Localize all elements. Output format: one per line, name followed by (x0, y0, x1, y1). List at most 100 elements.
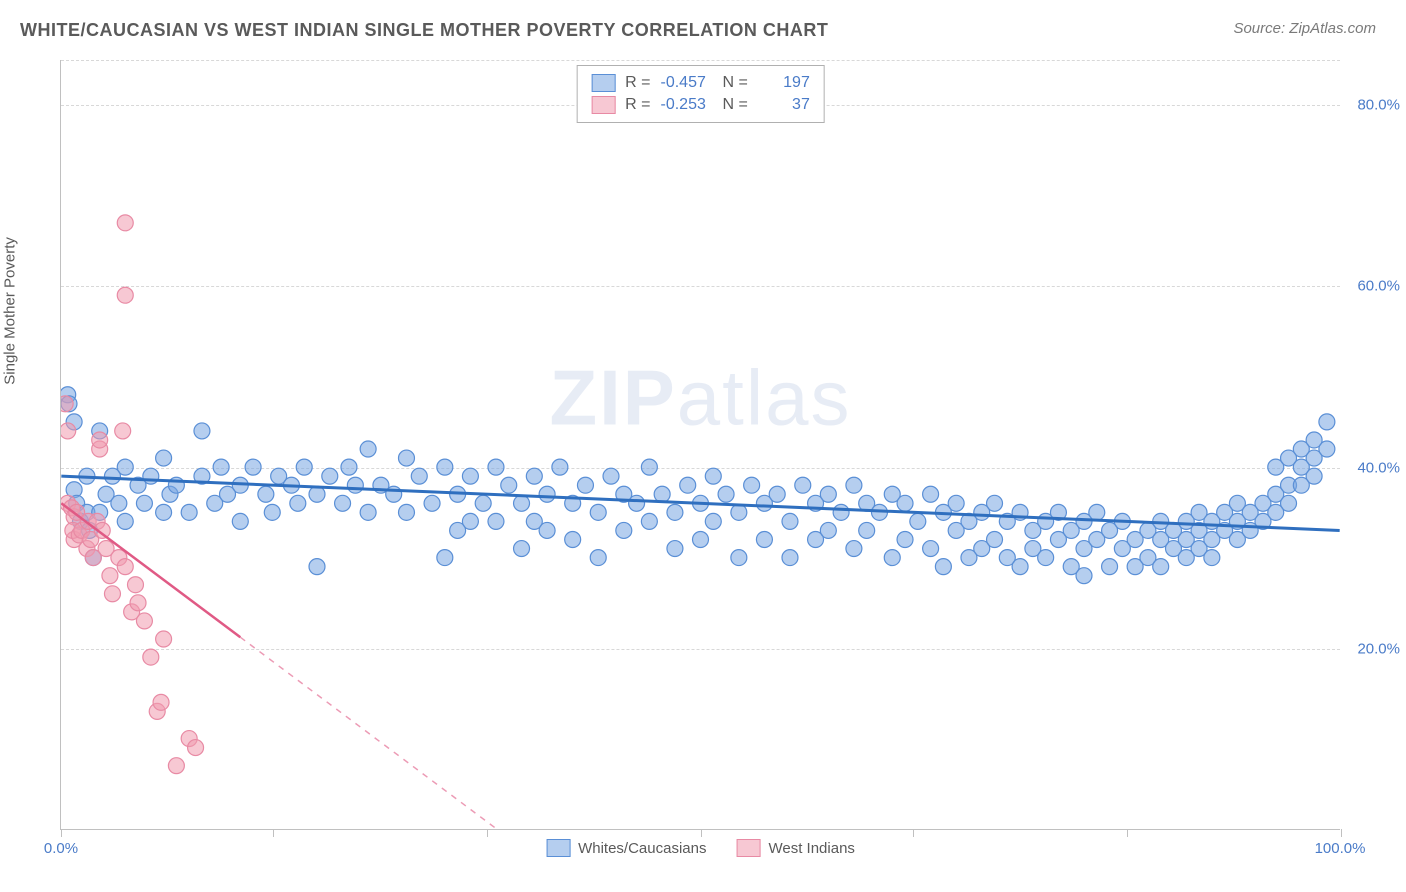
legend-swatch (591, 96, 615, 114)
data-point (795, 477, 811, 493)
data-point (820, 486, 836, 502)
legend-label: Whites/Caucasians (578, 840, 706, 857)
data-point (143, 468, 159, 484)
data-point (437, 459, 453, 475)
data-point (820, 522, 836, 538)
data-point (923, 486, 939, 502)
data-point (846, 477, 862, 493)
data-point (1102, 559, 1118, 575)
chart-header: WHITE/CAUCASIAN VS WEST INDIAN SINGLE MO… (0, 0, 1406, 51)
data-point (1319, 414, 1335, 430)
legend-item: Whites/Caucasians (546, 839, 706, 857)
data-point (731, 550, 747, 566)
data-point (156, 450, 172, 466)
data-point (910, 513, 926, 529)
data-point (488, 459, 504, 475)
data-point (92, 432, 108, 448)
data-point (923, 541, 939, 557)
data-point (213, 459, 229, 475)
data-point (501, 477, 517, 493)
legend-n-label: N = (723, 96, 748, 114)
data-point (782, 513, 798, 529)
data-point (539, 486, 555, 502)
data-point (565, 532, 581, 548)
data-point (680, 477, 696, 493)
data-point (782, 550, 798, 566)
data-point (1038, 550, 1054, 566)
data-point (859, 522, 875, 538)
data-point (667, 504, 683, 520)
data-point (1153, 559, 1169, 575)
data-point (1306, 468, 1322, 484)
data-point (897, 532, 913, 548)
data-point (846, 541, 862, 557)
data-point (756, 532, 772, 548)
data-point (335, 495, 351, 511)
data-point (341, 459, 357, 475)
data-point (111, 495, 127, 511)
chart-title: WHITE/CAUCASIAN VS WEST INDIAN SINGLE MO… (20, 20, 828, 41)
data-point (136, 613, 152, 629)
data-point (117, 559, 133, 575)
chart-container: Single Mother Poverty ZIPatlas R = -0.45… (20, 60, 1386, 840)
plot-area: ZIPatlas R = -0.457 N = 197 R = -0.253 N… (60, 60, 1340, 830)
legend-r-value: -0.457 (661, 74, 713, 92)
chart-source: Source: ZipAtlas.com (1233, 20, 1376, 37)
data-point (667, 541, 683, 557)
data-point (258, 486, 274, 502)
data-point (232, 513, 248, 529)
data-point (475, 495, 491, 511)
data-point (181, 504, 197, 520)
data-point (61, 423, 76, 439)
legend-r-label: R = (625, 96, 650, 114)
data-point (411, 468, 427, 484)
data-point (1012, 559, 1028, 575)
data-point (188, 740, 204, 756)
data-point (603, 468, 619, 484)
data-point (115, 423, 131, 439)
data-point (987, 495, 1003, 511)
data-point (130, 595, 146, 611)
data-point (654, 486, 670, 502)
data-point (514, 541, 530, 557)
data-point (705, 468, 721, 484)
data-point (539, 522, 555, 538)
data-point (577, 477, 593, 493)
data-point (296, 459, 312, 475)
data-point (194, 423, 210, 439)
data-point (488, 513, 504, 529)
x-tick-label-left: 0.0% (44, 840, 78, 857)
data-point (360, 504, 376, 520)
data-point (897, 495, 913, 511)
data-point (616, 522, 632, 538)
data-point (731, 504, 747, 520)
x-tick (487, 829, 488, 837)
data-point (514, 495, 530, 511)
data-point (168, 758, 184, 774)
data-point (769, 486, 785, 502)
legend-series: Whites/CaucasiansWest Indians (546, 839, 855, 857)
data-point (153, 694, 169, 710)
legend-swatch (546, 839, 570, 857)
data-point (117, 459, 133, 475)
data-point (641, 459, 657, 475)
data-point (136, 495, 152, 511)
data-point (884, 550, 900, 566)
data-point (309, 559, 325, 575)
data-point (117, 513, 133, 529)
legend-row: R = -0.253 N = 37 (591, 94, 810, 116)
x-tick (61, 829, 62, 837)
data-point (744, 477, 760, 493)
legend-r-value: -0.253 (661, 96, 713, 114)
y-tick-label: 60.0% (1357, 278, 1400, 295)
data-point (718, 486, 734, 502)
scatter-plot-svg (61, 60, 1340, 829)
data-point (127, 577, 143, 593)
y-axis-label: Single Mother Poverty (2, 237, 19, 385)
x-tick (913, 829, 914, 837)
x-tick (273, 829, 274, 837)
legend-correlation: R = -0.457 N = 197 R = -0.253 N = 37 (576, 65, 825, 123)
data-point (1204, 550, 1220, 566)
legend-n-value: 37 (758, 96, 810, 114)
x-tick (1341, 829, 1342, 837)
